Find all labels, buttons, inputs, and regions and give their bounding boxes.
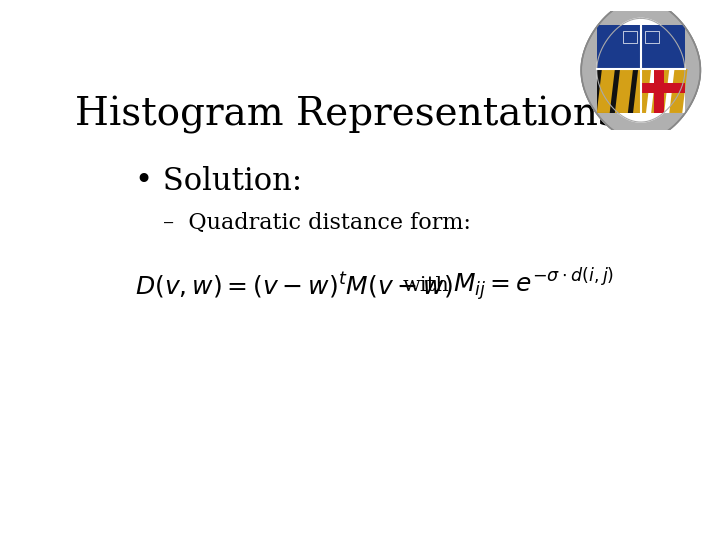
Text: –  Quadratic distance form:: – Quadratic distance form:: [163, 212, 470, 234]
Bar: [644, 31, 659, 43]
Polygon shape: [597, 18, 685, 122]
Polygon shape: [597, 69, 615, 113]
Bar: [623, 31, 637, 43]
Polygon shape: [581, 0, 701, 140]
Polygon shape: [651, 69, 670, 113]
Text: Histogram Representations: Histogram Representations: [76, 96, 618, 134]
Text: $M_{ij} = e^{-\sigma \cdot d(i,j)}$: $M_{ij} = e^{-\sigma \cdot d(i,j)}$: [453, 267, 614, 304]
Polygon shape: [670, 69, 688, 113]
Polygon shape: [597, 69, 641, 113]
Polygon shape: [633, 69, 651, 113]
Text: $D(v,w) = (v-w)^{t}M(v-w)$: $D(v,w) = (v-w)^{t}M(v-w)$: [135, 271, 452, 300]
Polygon shape: [641, 69, 685, 113]
Text: • Solution:: • Solution:: [135, 166, 302, 197]
Polygon shape: [615, 69, 633, 113]
Text: with: with: [402, 276, 449, 295]
Polygon shape: [654, 69, 664, 113]
Polygon shape: [641, 83, 685, 93]
Polygon shape: [641, 25, 685, 69]
Polygon shape: [597, 25, 641, 69]
